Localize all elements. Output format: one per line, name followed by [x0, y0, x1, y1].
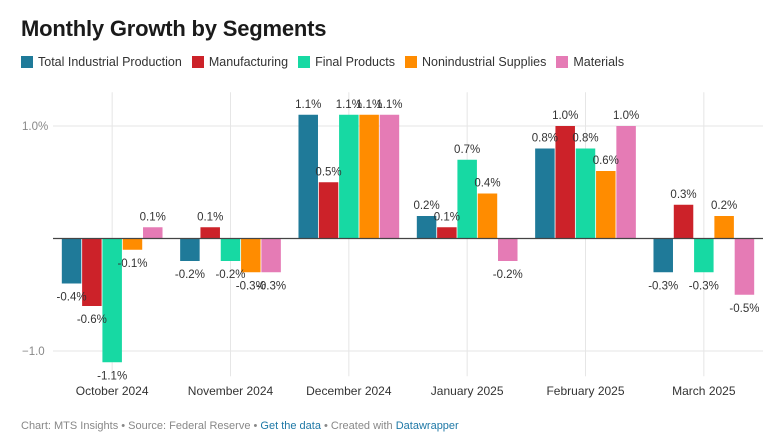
data-label: 0.1%	[434, 211, 460, 223]
bar-materials	[498, 238, 518, 261]
footer-created: • Created with	[320, 420, 396, 432]
bar-total-industrial-production	[61, 238, 82, 284]
data-label: 0.2%	[413, 200, 439, 212]
data-label: -0.1%	[117, 258, 147, 270]
bar-materials	[261, 238, 281, 273]
bar-manufacturing	[200, 227, 220, 239]
bar-final-products	[102, 238, 122, 363]
legend-swatch	[21, 56, 33, 68]
bar-manufacturing	[82, 238, 102, 306]
data-label: -0.3%	[236, 280, 266, 292]
bar-total-industrial-production	[416, 216, 437, 239]
legend-swatch	[556, 56, 569, 68]
bar-materials	[379, 114, 400, 239]
chart-legend: Total Industrial Production Manufacturin…	[21, 55, 624, 69]
y-tick-label: 1.0%	[22, 121, 48, 133]
data-label: 0.7%	[454, 144, 480, 156]
bar-nonindustrial-supplies	[241, 238, 261, 273]
bar-materials	[616, 126, 636, 239]
legend-swatch	[298, 56, 311, 68]
data-label: 1.1%	[295, 99, 321, 111]
data-label: -0.4%	[57, 292, 87, 304]
bar-final-products	[575, 148, 596, 239]
bar-nonindustrial-supplies	[477, 193, 498, 239]
bar-nonindustrial-supplies	[359, 114, 379, 239]
get-the-data-link[interactable]: Get the data	[260, 420, 321, 432]
legend-item-manufacturing: Manufacturing	[191, 55, 289, 69]
x-tick-label: March 2025	[672, 384, 736, 398]
bar-materials	[143, 227, 163, 239]
bar-manufacturing	[555, 126, 575, 239]
data-label: 0.8%	[572, 133, 598, 145]
data-label: 0.1%	[140, 211, 166, 223]
bar-total-industrial-production	[653, 238, 673, 273]
bar-final-products	[694, 238, 714, 273]
bar-manufacturing	[318, 182, 339, 239]
data-label: 1.0%	[552, 110, 578, 122]
legend-label: Final Products	[315, 55, 395, 69]
datawrapper-link[interactable]: Datawrapper	[395, 420, 459, 432]
data-label: -0.5%	[729, 303, 759, 315]
data-label: 1.1%	[336, 99, 362, 111]
data-label: -0.2%	[175, 269, 205, 281]
data-label: 1.1%	[376, 99, 402, 111]
data-label: 0.3%	[670, 189, 696, 201]
x-tick-label: January 2025	[431, 384, 504, 398]
data-label: -0.3%	[689, 280, 719, 292]
data-label: 1.1%	[356, 99, 382, 111]
legend-item-total-industrial-production: Total Industrial Production	[21, 55, 182, 69]
data-label: 0.2%	[711, 200, 737, 212]
chart-title: Monthly Growth by Segments	[21, 16, 327, 41]
legend-label: Materials	[573, 55, 625, 69]
data-label: 0.4%	[474, 178, 500, 190]
data-label: -0.2%	[215, 269, 245, 281]
footer-credits: Chart: MTS Insights • Source: Federal Re…	[21, 420, 459, 432]
bar-materials	[734, 238, 755, 295]
legend-label: Manufacturing	[208, 55, 289, 69]
bar-total-industrial-production	[535, 148, 555, 239]
legend-label: Total Industrial Production	[38, 55, 182, 69]
legend-swatch	[404, 56, 417, 68]
bar-final-products	[220, 238, 241, 261]
bar-nonindustrial-supplies	[596, 171, 616, 239]
data-label: -0.2%	[493, 269, 523, 281]
legend-item-final-products: Final Products	[298, 55, 395, 69]
x-tick-label: December 2024	[306, 384, 392, 398]
data-label: -0.3%	[648, 280, 678, 292]
data-label: 1.0%	[613, 110, 639, 122]
bar-final-products	[457, 159, 477, 239]
legend-swatch	[191, 56, 204, 68]
bar-manufacturing	[437, 227, 457, 239]
bar-final-products	[339, 114, 359, 239]
legend-item-materials: Materials	[556, 55, 624, 69]
x-tick-label: November 2024	[188, 384, 274, 398]
bar-manufacturing	[673, 204, 694, 239]
x-tick-label: October 2024	[76, 384, 149, 398]
data-label: 0.5%	[315, 166, 341, 178]
data-label: 0.1%	[197, 211, 223, 223]
bar-total-industrial-production	[298, 114, 318, 239]
footer-source: Chart: MTS Insights • Source: Federal Re…	[21, 420, 261, 432]
x-tick-label: February 2025	[546, 384, 624, 398]
legend-item-nonindustrial-supplies: Nonindustrial Supplies	[404, 55, 547, 69]
data-label: -0.6%	[77, 314, 107, 326]
data-label: -1.1%	[97, 370, 127, 382]
bar-total-industrial-production	[180, 238, 200, 261]
legend-label: Nonindustrial Supplies	[421, 55, 547, 69]
y-tick-label: −1.0	[22, 346, 45, 358]
data-label: -0.3%	[256, 280, 286, 292]
data-label: 0.6%	[593, 155, 619, 167]
bar-nonindustrial-supplies	[714, 216, 734, 239]
bar-nonindustrial-supplies	[122, 238, 143, 250]
data-label: 0.8%	[532, 133, 558, 145]
